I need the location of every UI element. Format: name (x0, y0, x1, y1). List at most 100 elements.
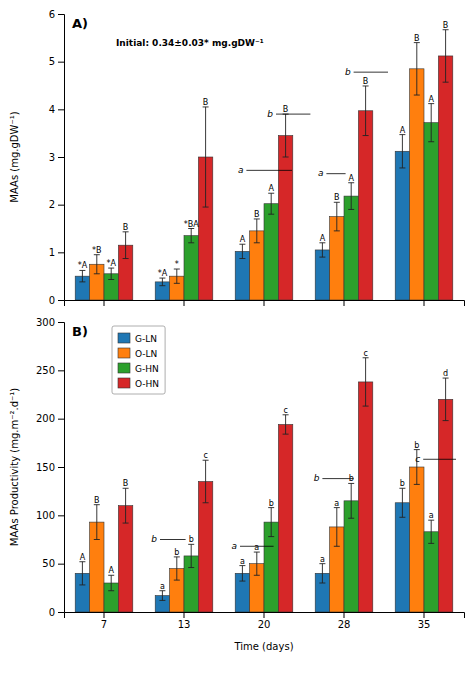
y-tick-mark (58, 419, 64, 420)
error-bar (319, 243, 325, 257)
error-bar (428, 104, 434, 142)
x-tick-mark (104, 612, 105, 618)
y-tick-label: 0 (49, 607, 55, 618)
bracket-line (246, 170, 292, 171)
x-tick-mark (104, 300, 105, 306)
y-axis: 0123456 (49, 9, 65, 306)
significance-labels: *A*AAAA*B*BBB*A*BAAAABBBBB (78, 21, 449, 278)
error-bar (159, 278, 165, 286)
x-axis-line (65, 301, 465, 307)
series (90, 450, 424, 612)
y-tick-label: 5 (49, 56, 55, 67)
x-tick-mark (264, 612, 265, 618)
x-tick-mark (264, 300, 265, 306)
y-tick-label: 50 (42, 558, 55, 569)
legend-label: O-HN (135, 379, 159, 389)
legend-swatch (118, 378, 130, 388)
y-tick-label: 3 (49, 152, 55, 163)
y-tick-label: 1 (49, 247, 55, 258)
bracket-label: a (231, 541, 237, 551)
y-tick-mark (58, 564, 64, 565)
error-bar (414, 43, 420, 95)
x-tick: 35 (418, 612, 431, 630)
x-tick-label: 13 (178, 619, 191, 630)
error-bar (399, 488, 405, 517)
x-axis-title: Time (days) (233, 641, 293, 652)
y-tick: 50 (42, 558, 64, 569)
y-tick-mark (58, 14, 64, 15)
bracket-label: a (238, 165, 244, 175)
bar (358, 382, 372, 612)
bracket-line (423, 459, 456, 460)
significance-label: A (80, 553, 86, 562)
significance-label: B (363, 77, 369, 86)
significance-label: A (240, 235, 246, 244)
x-tick-mark (424, 300, 425, 306)
x-tick (424, 300, 425, 306)
bar (410, 467, 424, 612)
y-axis-title: MAAs Productivity (mg.m⁻².d⁻¹) (9, 388, 20, 546)
error-bar (79, 562, 85, 585)
panel: 050100150200250300713202835AaaabBbaabAbb… (9, 317, 465, 652)
error-bar (363, 86, 369, 136)
x-tick-mark (184, 300, 185, 306)
significance-label: B (254, 210, 259, 219)
legend-frame (112, 326, 165, 394)
bar (344, 196, 358, 300)
y-tick: 150 (36, 462, 64, 473)
series (118, 358, 452, 612)
legend-entry: O-HN (118, 378, 159, 389)
error-bar (348, 483, 354, 518)
error-bar (174, 269, 180, 283)
panel-title: A) (72, 16, 88, 31)
x-tick (184, 300, 185, 306)
bar (278, 424, 292, 612)
significance-label: b (174, 548, 179, 557)
bar (264, 204, 278, 300)
x-tick: 28 (338, 612, 351, 630)
error-bar (268, 508, 274, 537)
y-tick-label: 300 (36, 317, 55, 328)
legend-entry: G-HN (118, 363, 159, 374)
y-tick: 4 (49, 104, 64, 115)
error-bar (334, 508, 340, 547)
x-tick-mark (344, 612, 345, 618)
y-tick: 6 (49, 9, 64, 20)
significance-label: *A (158, 269, 168, 278)
legend: G-LNO-LNG-HNO-HN (112, 326, 165, 394)
series (90, 43, 424, 300)
significance-label: A (268, 184, 274, 193)
significance-label: b (269, 499, 274, 508)
y-tick-mark (58, 515, 64, 516)
error-bar (254, 552, 260, 575)
y-tick-label: 100 (36, 510, 55, 521)
error-bar (174, 557, 180, 580)
bar (358, 111, 372, 300)
significance-label: B (94, 496, 100, 505)
y-tick-label: 2 (49, 199, 55, 210)
y-axis-line (58, 323, 65, 613)
y-tick: 1 (49, 247, 64, 258)
legend-swatch (118, 348, 130, 358)
significance-label: c (203, 451, 207, 460)
y-tick-mark (58, 370, 64, 371)
bar (395, 151, 409, 300)
error-bar (348, 183, 354, 210)
error-bar (123, 232, 129, 259)
error-bar (283, 415, 289, 434)
y-tick-mark (58, 612, 64, 613)
error-bar (283, 114, 289, 157)
error-bar (123, 488, 129, 523)
significance-label: B (443, 21, 449, 30)
plot-area (75, 30, 453, 300)
x-tick (264, 300, 265, 306)
x-tick-mark (424, 612, 425, 618)
significance-label: *B (92, 246, 102, 255)
error-bar (443, 30, 449, 82)
figure: 0123456*A*AAAA*B*BBB*A*BAAAABBBBBInitial… (0, 0, 474, 686)
bar (438, 56, 452, 300)
bar (278, 136, 292, 300)
annotations: babc (151, 454, 456, 551)
significance-label: a (160, 582, 165, 591)
y-tick-label: 150 (36, 462, 55, 473)
